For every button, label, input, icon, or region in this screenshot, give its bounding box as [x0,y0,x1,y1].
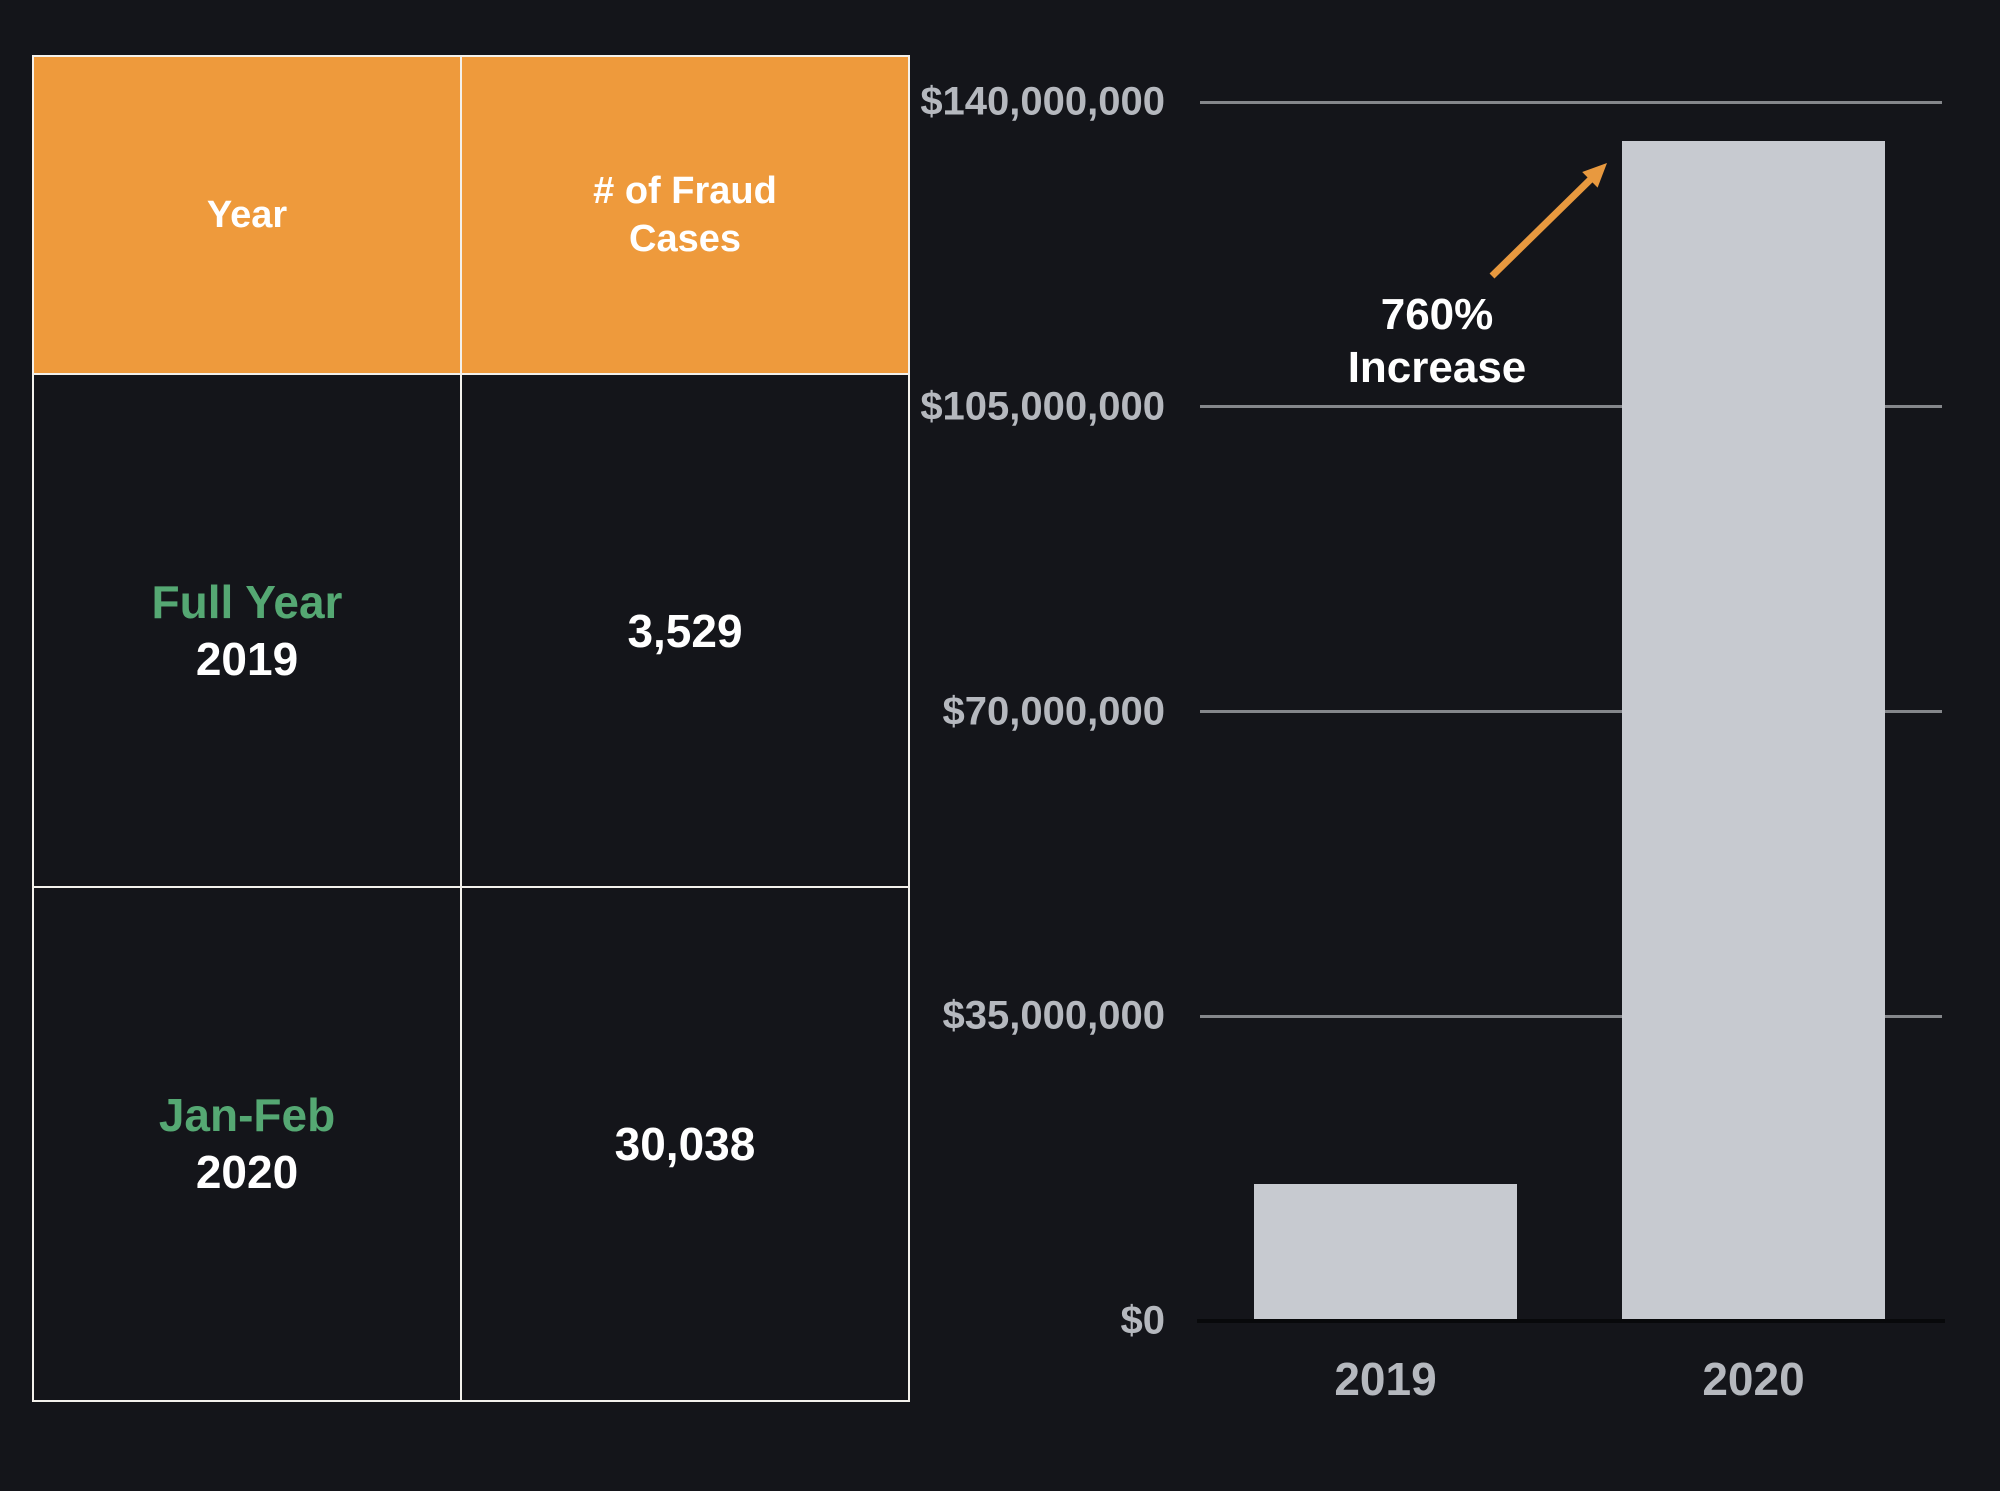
increase-annotation-line1: 760% [1380,290,1494,339]
increase-arrow-icon [1489,163,1607,279]
increase-annotation: 760% Increase [1287,288,1587,394]
table-row-2019-period-cell: Full Year 2019 [34,375,462,888]
gridline-140000000 [1200,100,1942,104]
gridline-105000000 [1200,405,1942,409]
gridline-35000000 [1200,1014,1942,1018]
cases-value-2019: 3,529 [627,604,743,657]
year-label-2020: 2020 [195,1146,299,1198]
y-axis-tick-label: $35,000,000 [942,993,1165,1038]
x-axis-zero-line [1197,1319,1945,1323]
table-header-fraud-cases-label: # of Fraud Cases [593,170,777,260]
year-label-2019: 2019 [195,632,299,685]
x-axis-label-2019: 2019 [1334,1353,1437,1405]
table-header-fraud-cases: # of Fraud Cases [462,57,908,375]
period-label-2019: Full Year [151,575,343,628]
increase-annotation-line2: Increase [1347,343,1527,392]
table-header-year-label: Year [206,194,288,236]
cases-value-2020: 30,038 [614,1118,756,1170]
table-row-2019-value-cell: 3,529 [462,375,908,888]
period-label-2020: Jan-Feb [158,1089,336,1141]
table-row-2020-period-cell: Jan-Feb 2020 [34,888,462,1400]
table-header-year: Year [34,57,462,375]
y-axis-tick-label: $0 [1120,1298,1166,1343]
bar-2019 [1254,1184,1517,1321]
y-axis-tick-label: $70,000,000 [942,689,1165,733]
bar-2020 [1622,141,1885,1321]
gridline-70000000 [1200,710,1942,713]
fraud-cases-table: Year # of Fraud Cases Full Year 2019 3,5… [32,55,910,1402]
y-axis-tick-label: $105,000,000 [920,384,1165,429]
table-row-2020-value-cell: 30,038 [462,888,908,1400]
y-axis-tick-label: $140,000,000 [920,79,1165,124]
x-axis-label-2020: 2020 [1702,1353,1805,1405]
